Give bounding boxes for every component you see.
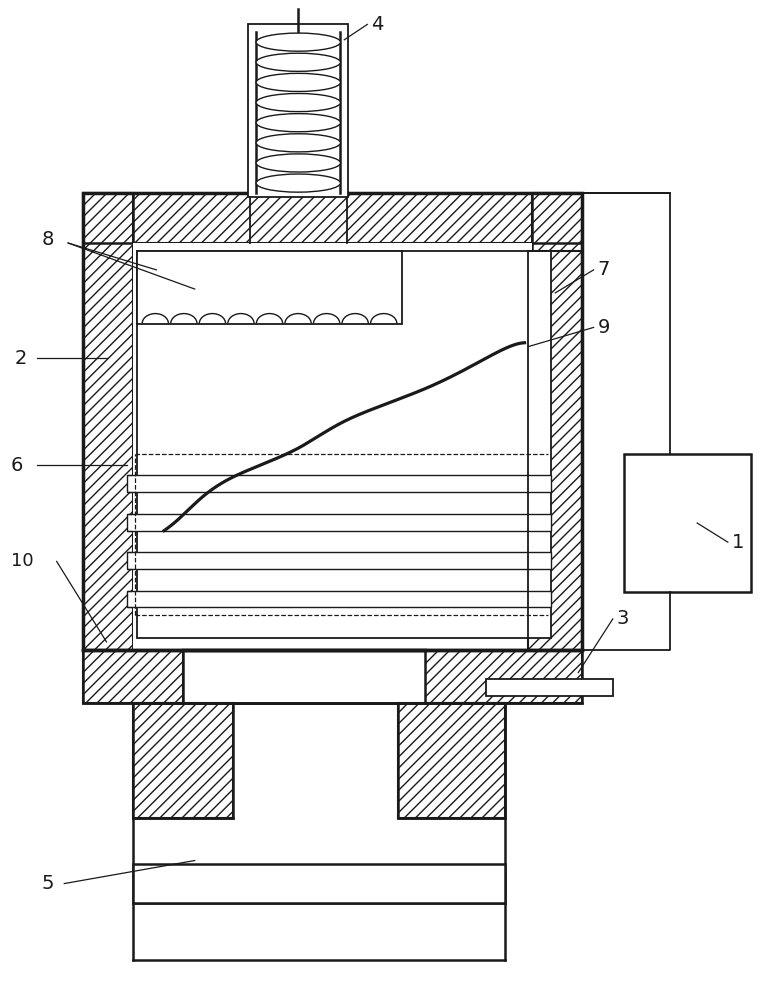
Text: 7: 7	[598, 260, 610, 279]
Bar	[83, 650, 183, 703]
Bar	[134, 243, 533, 650]
Ellipse shape	[256, 114, 340, 132]
Text: 2: 2	[15, 349, 27, 368]
Bar	[128, 514, 551, 531]
Bar	[128, 552, 551, 569]
Bar	[425, 650, 582, 703]
Ellipse shape	[256, 73, 340, 91]
Bar	[625, 454, 751, 592]
Bar	[398, 703, 506, 818]
Text: 10: 10	[11, 552, 33, 570]
Text: 1: 1	[732, 533, 744, 552]
Bar	[128, 591, 551, 607]
Bar	[83, 193, 582, 243]
Bar	[529, 251, 582, 650]
Ellipse shape	[256, 134, 340, 152]
Bar	[533, 193, 582, 650]
Text: 5: 5	[41, 874, 54, 893]
Bar	[128, 475, 551, 492]
Bar	[248, 24, 348, 197]
Ellipse shape	[256, 53, 340, 71]
Bar	[134, 703, 233, 818]
Bar	[83, 650, 183, 703]
Bar	[425, 650, 582, 703]
Bar	[83, 193, 134, 650]
Ellipse shape	[256, 93, 340, 112]
Bar	[83, 193, 582, 650]
Bar	[134, 864, 506, 903]
Ellipse shape	[256, 33, 340, 51]
Text: 8: 8	[41, 230, 53, 249]
Bar	[134, 703, 506, 903]
Bar	[83, 193, 134, 650]
Bar	[529, 251, 582, 650]
Bar	[137, 251, 551, 638]
Bar	[533, 193, 582, 650]
Text: 4: 4	[371, 15, 383, 34]
Ellipse shape	[256, 174, 340, 192]
Bar	[486, 679, 613, 696]
Bar	[83, 193, 582, 243]
Bar	[137, 251, 402, 324]
Bar	[134, 703, 233, 818]
Text: 6: 6	[11, 456, 23, 475]
Bar	[398, 703, 506, 818]
Ellipse shape	[256, 154, 340, 172]
Text: 9: 9	[598, 318, 610, 337]
Bar	[183, 650, 425, 703]
Text: 3: 3	[617, 609, 629, 628]
